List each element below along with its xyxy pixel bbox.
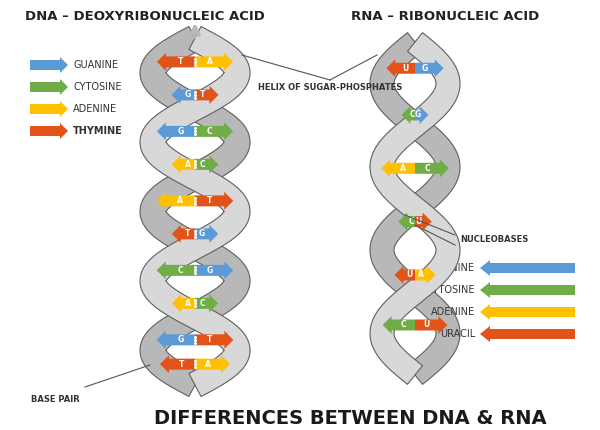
Text: HELIX OF SUGAR-PHOSPHATES: HELIX OF SUGAR-PHOSPHATES: [258, 83, 402, 92]
Text: GUANINE: GUANINE: [430, 263, 475, 273]
Polygon shape: [480, 304, 575, 320]
Polygon shape: [157, 53, 195, 71]
Text: U: U: [424, 320, 430, 329]
Polygon shape: [140, 27, 250, 396]
Polygon shape: [195, 86, 218, 104]
Polygon shape: [30, 123, 68, 139]
Polygon shape: [195, 355, 230, 373]
Text: GUANINE: GUANINE: [73, 60, 118, 70]
Polygon shape: [195, 53, 233, 71]
Text: A: A: [418, 270, 424, 280]
Polygon shape: [172, 155, 195, 173]
Polygon shape: [370, 33, 460, 384]
Text: A: A: [178, 197, 184, 206]
Text: A: A: [205, 359, 211, 369]
Text: NUCLEOBASES: NUCLEOBASES: [460, 236, 528, 245]
Text: THYMINE: THYMINE: [73, 126, 123, 136]
Polygon shape: [370, 33, 460, 384]
Polygon shape: [195, 261, 233, 280]
Text: C: C: [199, 160, 205, 169]
Text: T: T: [207, 197, 212, 206]
Polygon shape: [172, 86, 195, 104]
Polygon shape: [415, 106, 428, 124]
Text: U: U: [406, 270, 412, 280]
Polygon shape: [383, 316, 415, 334]
Polygon shape: [157, 331, 195, 349]
Text: U: U: [416, 217, 422, 226]
Text: C: C: [410, 111, 416, 120]
Polygon shape: [195, 331, 233, 349]
Polygon shape: [140, 27, 250, 396]
Text: RNA – RIBONUCLEIC ACID: RNA – RIBONUCLEIC ACID: [351, 10, 539, 24]
Text: T: T: [178, 57, 183, 66]
Polygon shape: [195, 192, 233, 210]
Text: A: A: [185, 299, 191, 308]
Polygon shape: [480, 326, 575, 342]
Text: U: U: [402, 64, 409, 73]
Text: BASE PAIR: BASE PAIR: [31, 395, 79, 404]
Text: A: A: [185, 160, 191, 169]
Text: ADENINE: ADENINE: [431, 307, 475, 317]
Polygon shape: [480, 282, 575, 298]
Polygon shape: [195, 123, 233, 140]
Text: A: A: [400, 164, 406, 173]
Polygon shape: [30, 79, 68, 95]
Text: C: C: [425, 164, 430, 173]
Polygon shape: [157, 123, 195, 140]
Text: C: C: [199, 299, 205, 308]
Polygon shape: [415, 266, 436, 284]
Polygon shape: [415, 159, 449, 177]
Text: ADENINE: ADENINE: [73, 104, 117, 114]
Polygon shape: [195, 225, 218, 243]
Text: DNA – DEOXYRIBONUCLEIC ACID: DNA – DEOXYRIBONUCLEIC ACID: [25, 10, 265, 24]
Polygon shape: [157, 261, 195, 280]
Polygon shape: [172, 225, 195, 243]
Text: G: G: [414, 111, 421, 120]
Text: CYTOSINE: CYTOSINE: [73, 82, 121, 92]
Text: G: G: [206, 266, 213, 275]
Text: A: A: [206, 57, 212, 66]
Text: T: T: [185, 229, 191, 238]
Polygon shape: [172, 295, 195, 312]
Polygon shape: [415, 316, 448, 334]
Text: C: C: [409, 217, 414, 226]
Polygon shape: [195, 295, 218, 312]
Text: G: G: [199, 229, 205, 238]
Polygon shape: [30, 57, 68, 73]
Text: G: G: [185, 90, 191, 99]
Polygon shape: [160, 355, 195, 373]
Polygon shape: [394, 266, 415, 284]
Text: URACIL: URACIL: [440, 329, 475, 339]
Polygon shape: [480, 260, 575, 276]
Polygon shape: [195, 155, 218, 173]
Polygon shape: [157, 192, 195, 210]
Text: G: G: [178, 127, 184, 136]
Text: C: C: [178, 266, 183, 275]
Text: DIFFERENCES BETWEEN DNA & RNA: DIFFERENCES BETWEEN DNA & RNA: [154, 408, 547, 427]
Text: G: G: [177, 335, 184, 344]
Polygon shape: [386, 59, 415, 77]
Polygon shape: [415, 59, 443, 77]
Text: C: C: [207, 127, 212, 136]
Text: T: T: [179, 359, 185, 369]
Polygon shape: [415, 212, 431, 230]
Text: C: C: [401, 320, 406, 329]
Polygon shape: [398, 212, 415, 230]
Text: G: G: [422, 64, 428, 73]
Text: T: T: [207, 335, 212, 344]
Text: CYTOSINE: CYTOSINE: [427, 285, 475, 295]
Polygon shape: [30, 101, 68, 117]
Polygon shape: [381, 159, 415, 177]
Polygon shape: [401, 106, 415, 124]
Text: T: T: [200, 90, 205, 99]
